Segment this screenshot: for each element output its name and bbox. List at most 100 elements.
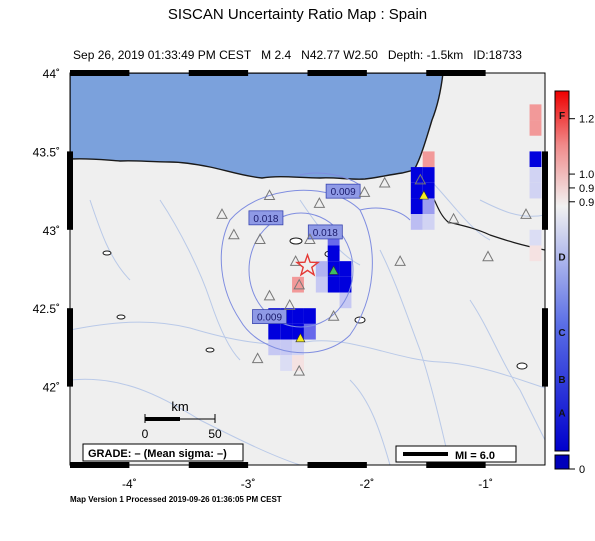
uncertainty-cell-28 (422, 198, 435, 215)
station-highlight-2 (418, 190, 429, 200)
uncertainty-cell-29 (410, 214, 423, 230)
colorbar-ticks: 0 0.9 0.9 1.0 1.2 A B C D F (558, 111, 594, 476)
scale-bar: km 0 50 (142, 399, 222, 441)
uncertainty-cell-1 (327, 245, 340, 262)
uncertainty-cell-19 (280, 339, 293, 356)
grade-letter-f: F (559, 111, 565, 122)
grade-letter-b: B (558, 375, 565, 386)
colorbar-zero-block (554, 454, 570, 470)
station-triangle-6 (254, 233, 266, 244)
station-triangle-11 (283, 299, 296, 310)
uncertainty-cell-14 (268, 323, 281, 340)
contour-label-text-0: 0.009 (331, 187, 356, 198)
station-triangle-17 (251, 352, 264, 364)
station-triangle-8 (289, 255, 302, 266)
station-triangle-3 (358, 186, 371, 197)
grade-letter-a: A (558, 409, 565, 420)
lat-tick-label-3: 42.5˚ (33, 302, 60, 316)
uncertainty-cell-34 (529, 151, 542, 168)
mi-box: MI = 6.0 (395, 445, 517, 463)
uncertainty-cell-30 (422, 214, 435, 230)
contour-label-0: 0.009 (325, 183, 361, 199)
map-footer: Map Version 1 Processed 2019-09-26 01:36… (70, 495, 282, 504)
station-triangle-0 (216, 208, 228, 219)
event-location: N42.77 W2.50 (301, 48, 378, 62)
colorbar: 0 0.9 0.9 1.0 1.2 A B C D F (554, 90, 594, 476)
contour-label-2: 0.018 (248, 210, 284, 226)
uncertainty-cell-27 (410, 198, 423, 215)
contour-label-text-2: 0.018 (253, 214, 278, 225)
station-triangle-13 (394, 255, 406, 266)
station-triangle-7 (304, 233, 316, 244)
event-info: Sep 26, 2019 01:33:49 PM CEST M 2.4 N42.77… (0, 48, 595, 62)
frame-ticks (67, 70, 548, 468)
sea-area (70, 73, 444, 180)
uncertainty-cell-16 (292, 323, 304, 340)
colorbar-tick-4: 1.2 (579, 114, 594, 126)
contour-label-1: 0.018 (307, 224, 343, 240)
contour-label-text-1: 0.018 (313, 228, 338, 239)
uncertainty-cell-36 (529, 182, 542, 199)
uncertainty-cell-38 (529, 245, 542, 262)
lat-tick-label-2: 43˚ (43, 224, 60, 238)
station-triangle-19 (414, 173, 427, 185)
lon-tick-label-3: -1˚ (478, 477, 493, 491)
station-triangle-12 (327, 309, 340, 321)
mi-text: MI = 6.0 (455, 450, 495, 462)
uncertainty-cell-25 (410, 182, 423, 199)
scale-unit: km (171, 399, 188, 414)
grade-box: GRADE: – (Mean sigma: –) (82, 443, 244, 462)
station-triangle-10 (263, 289, 276, 301)
scale-label-0: 0 (142, 427, 149, 441)
map-title: SISCAN Uncertainty Ratio Map : Spain (167, 6, 428, 23)
uncertainty-cell-5 (327, 276, 340, 293)
uncertainty-cell-35 (529, 167, 542, 183)
uncertainty-cell-24 (422, 167, 435, 183)
contour-label-3: 0.009 (252, 309, 287, 325)
uncertainty-cell-4 (339, 276, 352, 293)
station-triangle-9 (293, 278, 306, 290)
uncertainty-cell-9 (292, 276, 304, 293)
uncertainty-cell-15 (280, 323, 293, 340)
colorbar-tick-3: 1.0 (579, 169, 594, 181)
event-magnitude: M 2.4 (261, 48, 292, 62)
uncertainty-cell-37 (529, 229, 542, 246)
uncertainty-cell-32 (529, 104, 542, 121)
uncertainty-cell-12 (292, 308, 304, 324)
scale-label-50: 50 (208, 427, 222, 441)
axis-labels: -4˚ -3˚ -2˚ -1˚ 44˚ 43.5˚ 43˚ 42.5˚ 42˚ (33, 67, 493, 491)
uncertainty-cell-6 (315, 261, 328, 277)
station-triangle-2 (313, 197, 326, 208)
event-depth: Depth: -1.5km (387, 48, 464, 62)
station-triangle-15 (520, 208, 532, 219)
uncertainty-cell-26 (422, 182, 435, 199)
event-datetime: Sep 26, 2019 01:33:49 PM CEST (73, 48, 252, 62)
epicenter-marker[interactable] (295, 252, 320, 277)
contour-label-text-3: 0.009 (257, 313, 282, 324)
epicenter-star[interactable] (295, 252, 320, 277)
station-triangle-16 (482, 250, 494, 262)
station-triangle-4 (378, 176, 391, 188)
uncertainty-cell-20 (292, 339, 304, 356)
lat-tick-label-1: 43.5˚ (33, 145, 60, 159)
uncertainty-cell-23 (410, 167, 423, 183)
lat-tick-label-0: 44˚ (43, 67, 60, 81)
uncertainty-cell-33 (529, 120, 542, 136)
lat-tick-label-4: 42˚ (43, 381, 60, 395)
uncertainty-cell-13 (303, 308, 316, 324)
uncertainty-cell-3 (339, 261, 352, 277)
uncertainty-cell-22 (292, 355, 304, 371)
colorbar-tick-0: 0 (579, 464, 585, 476)
station-highlight-1 (295, 332, 306, 343)
uncertainty-cell-17 (303, 323, 316, 340)
lon-tick-label-0: -4˚ (122, 477, 137, 491)
uncertainty-cell-31 (422, 151, 435, 168)
contour-lines (220, 172, 411, 354)
station-triangle-18 (293, 364, 306, 376)
grade-text: GRADE: – (Mean sigma: –) (88, 448, 227, 460)
colorbar-gradient (554, 90, 570, 452)
stations (216, 173, 532, 376)
station-triangle-5 (228, 228, 240, 240)
station-highlight-0 (328, 265, 339, 275)
